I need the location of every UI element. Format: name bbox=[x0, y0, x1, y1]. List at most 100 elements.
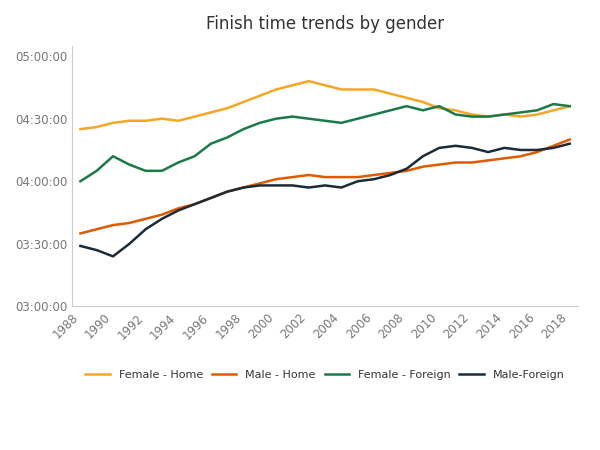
Male - Home bbox=[485, 158, 492, 163]
Line: Female - Foreign: Female - Foreign bbox=[80, 104, 570, 181]
Female - Foreign bbox=[436, 104, 443, 109]
Male-Foreign bbox=[77, 243, 84, 249]
Female - Foreign bbox=[370, 112, 377, 117]
Female - Home bbox=[370, 87, 377, 92]
Male-Foreign bbox=[142, 226, 149, 232]
Female - Home bbox=[175, 118, 182, 123]
Female - Home bbox=[224, 106, 231, 111]
Female - Home bbox=[419, 99, 427, 105]
Male-Foreign bbox=[191, 202, 198, 207]
Male-Foreign bbox=[224, 189, 231, 194]
Male-Foreign bbox=[550, 145, 557, 151]
Male-Foreign bbox=[452, 143, 459, 148]
Male - Home bbox=[501, 156, 508, 161]
Female - Home bbox=[550, 108, 557, 113]
Male - Home bbox=[224, 189, 231, 194]
Male - Home bbox=[240, 185, 247, 190]
Female - Home bbox=[272, 87, 280, 92]
Male - Home bbox=[191, 202, 198, 207]
Female - Home bbox=[386, 91, 394, 96]
Male - Home bbox=[452, 160, 459, 165]
Female - Foreign bbox=[322, 118, 329, 123]
Female - Home bbox=[289, 83, 296, 88]
Male-Foreign bbox=[338, 185, 345, 190]
Female - Home bbox=[501, 112, 508, 117]
Male - Home bbox=[272, 176, 280, 182]
Female - Foreign bbox=[256, 120, 263, 126]
Female - Foreign bbox=[240, 126, 247, 132]
Male - Home bbox=[142, 216, 149, 221]
Male-Foreign bbox=[419, 153, 427, 159]
Male-Foreign bbox=[289, 183, 296, 188]
Female - Foreign bbox=[109, 153, 116, 159]
Female - Foreign bbox=[224, 135, 231, 140]
Male - Home bbox=[77, 231, 84, 236]
Female - Foreign bbox=[191, 153, 198, 159]
Female - Foreign bbox=[419, 108, 427, 113]
Line: Male - Home: Male - Home bbox=[80, 140, 570, 234]
Female - Foreign bbox=[452, 112, 459, 117]
Female - Home bbox=[191, 114, 198, 119]
Male - Home bbox=[517, 153, 524, 159]
Male-Foreign bbox=[109, 254, 116, 259]
Female - Foreign bbox=[126, 162, 133, 167]
Female - Home bbox=[566, 104, 574, 109]
Legend: Female - Home, Male - Home, Female - Foreign, Male-Foreign: Female - Home, Male - Home, Female - For… bbox=[85, 369, 565, 380]
Male - Home bbox=[436, 162, 443, 167]
Female - Foreign bbox=[485, 114, 492, 119]
Male - Home bbox=[550, 143, 557, 148]
Male-Foreign bbox=[436, 145, 443, 151]
Female - Home bbox=[403, 95, 410, 100]
Male - Home bbox=[158, 212, 166, 217]
Female - Home bbox=[485, 114, 492, 119]
Female - Foreign bbox=[468, 114, 475, 119]
Male - Home bbox=[533, 149, 541, 155]
Female - Foreign bbox=[517, 110, 524, 115]
Male-Foreign bbox=[322, 183, 329, 188]
Male-Foreign bbox=[175, 208, 182, 213]
Female - Foreign bbox=[533, 108, 541, 113]
Female - Foreign bbox=[142, 168, 149, 174]
Male-Foreign bbox=[566, 141, 574, 146]
Female - Foreign bbox=[175, 160, 182, 165]
Male-Foreign bbox=[533, 147, 541, 153]
Male - Home bbox=[322, 175, 329, 180]
Female - Home bbox=[207, 110, 214, 115]
Male-Foreign bbox=[93, 248, 100, 253]
Female - Home bbox=[240, 99, 247, 105]
Male-Foreign bbox=[370, 176, 377, 182]
Male-Foreign bbox=[403, 166, 410, 171]
Female - Home bbox=[142, 118, 149, 123]
Male-Foreign bbox=[517, 147, 524, 153]
Male - Home bbox=[354, 175, 361, 180]
Female - Foreign bbox=[207, 141, 214, 146]
Male - Home bbox=[403, 168, 410, 174]
Male-Foreign bbox=[354, 179, 361, 184]
Line: Male-Foreign: Male-Foreign bbox=[80, 144, 570, 256]
Male - Home bbox=[566, 137, 574, 142]
Female - Foreign bbox=[566, 104, 574, 109]
Male - Home bbox=[289, 175, 296, 180]
Female - Foreign bbox=[158, 168, 166, 174]
Male-Foreign bbox=[126, 241, 133, 247]
Female - Foreign bbox=[354, 116, 361, 122]
Male-Foreign bbox=[272, 183, 280, 188]
Female - Home bbox=[338, 87, 345, 92]
Male-Foreign bbox=[240, 185, 247, 190]
Female - Foreign bbox=[338, 120, 345, 126]
Female - Foreign bbox=[403, 104, 410, 109]
Female - Home bbox=[517, 114, 524, 119]
Male-Foreign bbox=[207, 195, 214, 201]
Female - Foreign bbox=[501, 112, 508, 117]
Male - Home bbox=[370, 172, 377, 178]
Male - Home bbox=[175, 206, 182, 211]
Male - Home bbox=[93, 226, 100, 232]
Female - Home bbox=[436, 106, 443, 111]
Female - Foreign bbox=[550, 101, 557, 107]
Male-Foreign bbox=[256, 183, 263, 188]
Male - Home bbox=[305, 172, 313, 178]
Female - Home bbox=[468, 112, 475, 117]
Title: Finish time trends by gender: Finish time trends by gender bbox=[206, 15, 444, 33]
Female - Home bbox=[354, 87, 361, 92]
Male - Home bbox=[338, 175, 345, 180]
